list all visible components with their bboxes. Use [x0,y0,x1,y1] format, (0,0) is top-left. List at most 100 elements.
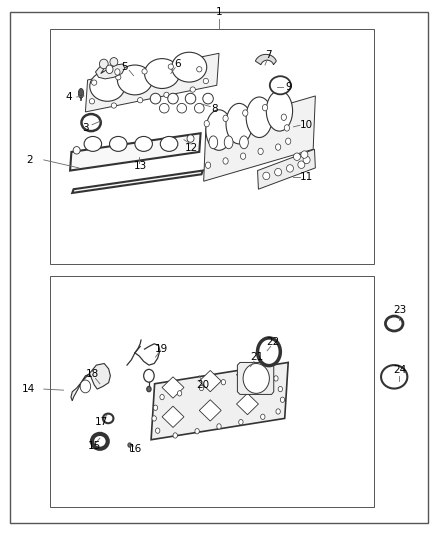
Ellipse shape [168,64,173,69]
Text: 17: 17 [95,417,108,427]
Ellipse shape [243,364,269,393]
Ellipse shape [173,433,177,438]
Ellipse shape [90,71,125,101]
Ellipse shape [280,397,285,402]
Ellipse shape [142,69,147,74]
Ellipse shape [243,110,248,116]
Ellipse shape [147,386,151,392]
Polygon shape [237,362,274,394]
Text: 4: 4 [65,92,72,102]
Ellipse shape [138,98,143,103]
Polygon shape [255,54,276,64]
Ellipse shape [262,104,268,111]
Ellipse shape [261,342,277,361]
Ellipse shape [266,91,293,131]
Ellipse shape [128,443,131,447]
Ellipse shape [80,380,91,393]
Text: 20: 20 [196,380,209,390]
Ellipse shape [177,103,187,113]
Polygon shape [237,393,258,415]
Ellipse shape [263,172,270,180]
Text: 9: 9 [286,83,293,92]
Ellipse shape [111,103,117,108]
Polygon shape [85,53,219,112]
Ellipse shape [223,115,228,122]
Ellipse shape [298,161,305,168]
Ellipse shape [116,75,121,80]
Ellipse shape [152,416,156,421]
Ellipse shape [190,87,195,92]
Text: 22: 22 [266,337,279,347]
Ellipse shape [84,136,102,151]
Ellipse shape [81,114,101,131]
Ellipse shape [203,78,208,84]
Ellipse shape [286,138,291,144]
Ellipse shape [160,394,164,400]
Ellipse shape [153,405,158,410]
Ellipse shape [281,114,286,120]
Ellipse shape [106,65,113,74]
Ellipse shape [284,125,290,131]
Ellipse shape [261,414,265,419]
Polygon shape [162,377,184,398]
Ellipse shape [239,419,243,425]
Ellipse shape [187,135,194,142]
Ellipse shape [301,151,308,158]
Ellipse shape [199,385,204,391]
Ellipse shape [258,338,280,366]
Ellipse shape [172,52,207,82]
Ellipse shape [197,67,202,72]
Text: 16: 16 [129,445,142,454]
Polygon shape [72,171,203,193]
Ellipse shape [226,103,252,144]
Ellipse shape [92,80,97,85]
Ellipse shape [155,428,160,433]
Ellipse shape [92,434,108,449]
Ellipse shape [117,65,152,95]
Ellipse shape [221,379,226,385]
Text: 7: 7 [265,50,272,60]
Ellipse shape [258,148,263,155]
Text: 18: 18 [85,369,99,379]
Text: 23: 23 [393,305,406,315]
Polygon shape [162,406,184,427]
Ellipse shape [177,391,182,396]
Ellipse shape [203,93,213,104]
Ellipse shape [150,93,161,104]
Bar [50,29,374,264]
Ellipse shape [274,376,278,381]
Ellipse shape [160,136,178,151]
Ellipse shape [385,316,403,331]
Polygon shape [258,149,315,189]
Text: 8: 8 [211,104,218,114]
Ellipse shape [276,144,281,150]
Text: 2: 2 [26,155,33,165]
Ellipse shape [159,103,169,113]
Ellipse shape [185,93,196,104]
Text: 24: 24 [393,366,406,375]
Ellipse shape [246,97,272,138]
Ellipse shape [115,69,120,75]
Ellipse shape [209,136,218,149]
Ellipse shape [381,365,407,389]
Text: 6: 6 [174,59,181,69]
Polygon shape [151,362,288,440]
Ellipse shape [286,165,293,172]
Text: 3: 3 [82,123,89,133]
Text: 1: 1 [215,7,223,17]
Polygon shape [204,96,315,181]
Ellipse shape [303,156,310,164]
Ellipse shape [205,162,211,168]
Ellipse shape [270,76,291,94]
Ellipse shape [89,99,95,104]
Bar [50,276,374,507]
Polygon shape [237,364,258,385]
Ellipse shape [204,120,209,127]
Text: 11: 11 [300,172,313,182]
Ellipse shape [275,168,282,176]
Ellipse shape [145,59,180,88]
Ellipse shape [135,136,152,151]
Polygon shape [71,364,110,401]
Ellipse shape [195,429,199,434]
Ellipse shape [224,136,233,149]
